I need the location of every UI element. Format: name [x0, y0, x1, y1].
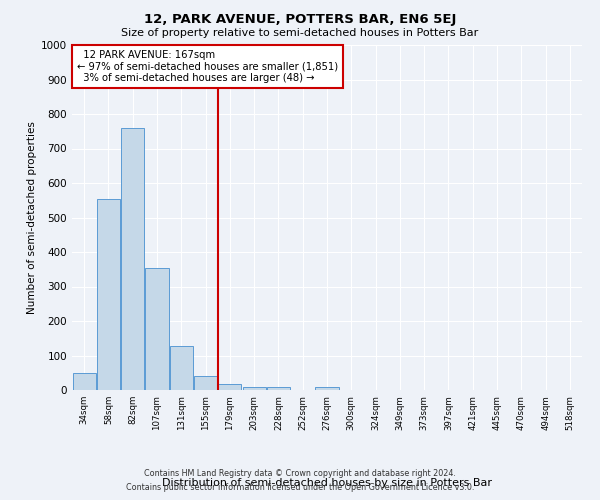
Text: 12, PARK AVENUE, POTTERS BAR, EN6 5EJ: 12, PARK AVENUE, POTTERS BAR, EN6 5EJ	[144, 12, 456, 26]
Bar	[121, 128, 144, 390]
X-axis label: Distribution of semi-detached houses by size in Potters Bar: Distribution of semi-detached houses by …	[162, 478, 492, 488]
Bar	[242, 386, 266, 390]
Text: Size of property relative to semi-detached houses in Potters Bar: Size of property relative to semi-detach…	[121, 28, 479, 38]
Bar	[97, 198, 120, 390]
Bar	[170, 346, 193, 390]
Text: Contains public sector information licensed under the Open Government Licence v3: Contains public sector information licen…	[126, 484, 474, 492]
Y-axis label: Number of semi-detached properties: Number of semi-detached properties	[27, 121, 37, 314]
Bar	[218, 384, 241, 390]
Text: Contains HM Land Registry data © Crown copyright and database right 2024.: Contains HM Land Registry data © Crown c…	[144, 468, 456, 477]
Bar	[194, 376, 217, 390]
Bar	[316, 386, 338, 390]
Bar	[145, 268, 169, 390]
Bar	[73, 373, 95, 390]
Text: 12 PARK AVENUE: 167sqm
← 97% of semi-detached houses are smaller (1,851)
  3% of: 12 PARK AVENUE: 167sqm ← 97% of semi-det…	[77, 50, 338, 84]
Bar	[267, 386, 290, 390]
